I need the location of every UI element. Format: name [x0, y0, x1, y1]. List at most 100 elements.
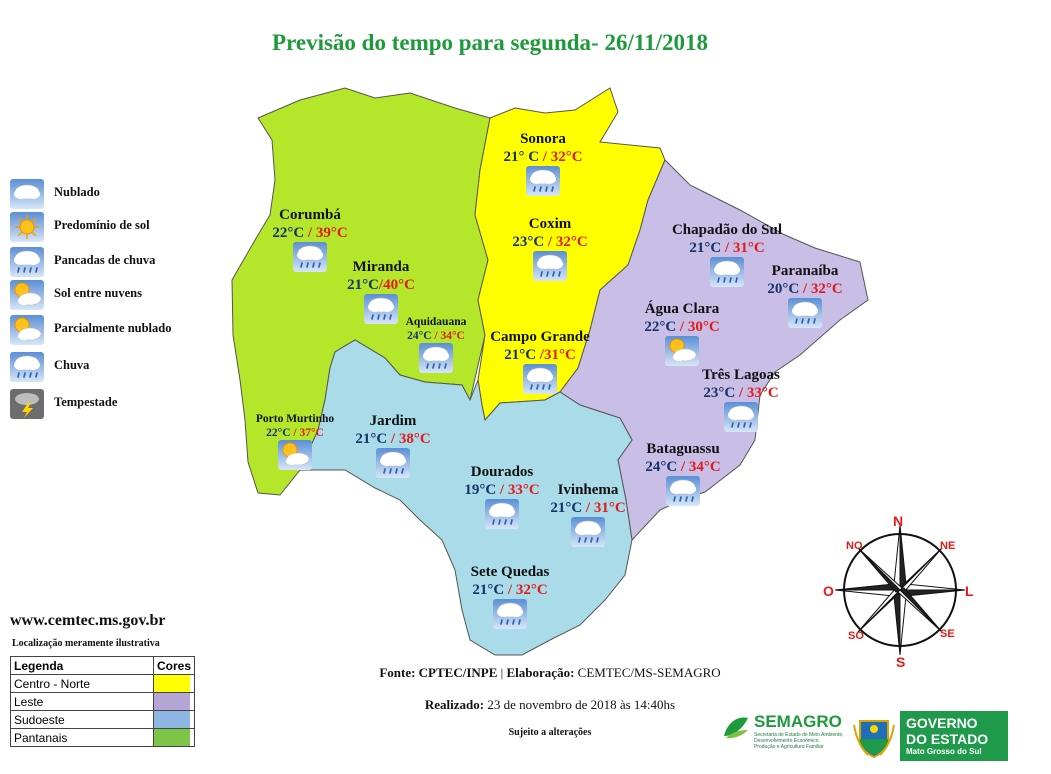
icon-legend-item: Predomínio de sol	[10, 210, 150, 244]
legend-swatch	[153, 711, 190, 728]
city-forecast: Porto Murtinho 22°C / 37°C	[215, 412, 375, 475]
max-temp: / 33°C	[496, 482, 540, 498]
icon-legend-item: Tempestade	[10, 387, 117, 421]
showers-icon	[493, 599, 527, 629]
legend-swatch-cell	[152, 710, 196, 729]
city-name: Chapadão do Sul	[671, 222, 783, 238]
semagro-sub-1: Secretaria de Estado de Meio Ambiente,	[754, 732, 844, 738]
cloudy-icon	[10, 177, 44, 211]
city-name: Porto Murtinho	[255, 413, 335, 425]
city-forecast: Dourados 19°C / 33°C	[422, 463, 582, 534]
compass-no: NO	[846, 540, 863, 552]
max-temp: / 34°C	[431, 330, 465, 342]
city-name: Paranaíba	[771, 263, 839, 279]
city-name: Corumbá	[279, 207, 341, 223]
showers-icon	[788, 298, 822, 328]
source-line: Fonte: CPTEC/INPE | Elaboração: CEMTEC/M…	[300, 665, 800, 681]
max-temp: / 39°C	[304, 225, 348, 241]
city-name: Água Clara	[644, 301, 720, 317]
gov-line-3: Mato Grosso do Sul	[906, 747, 982, 756]
city-name: Jardim	[369, 413, 417, 429]
city-name: Miranda	[352, 259, 410, 275]
city-temperature: 24°C / 34°C	[603, 458, 763, 476]
legend-swatch-cell	[152, 674, 196, 693]
legend-row: Leste	[10, 692, 196, 711]
made-value: 23 de novembro de 2018 às 14:40hs	[484, 697, 676, 712]
gov-line-2: DO ESTADO	[906, 731, 989, 747]
legend-region: Centro - Norte	[10, 674, 154, 693]
semagro-leaf-icon	[724, 717, 748, 739]
gov-line-1: GOVERNO	[906, 715, 978, 731]
showers-icon	[533, 251, 567, 281]
min-temp: 21°C	[689, 240, 722, 256]
city-name: Dourados	[470, 464, 534, 480]
compass-s: S	[896, 654, 906, 670]
city-temperature: 21°C / 31°C	[508, 499, 668, 517]
max-temp: / 30°C	[676, 319, 720, 335]
compass-n: N	[893, 513, 904, 529]
legend-region: Leste	[10, 692, 154, 711]
city-temperature: 21°C / 38°C	[313, 430, 473, 448]
max-temp: / 32°C	[504, 582, 548, 598]
elab-label: Elaboração:	[506, 665, 575, 680]
city-temperature: 23°C / 32°C	[470, 233, 630, 251]
compass-l: L	[965, 583, 974, 599]
city-name: Sete Quedas	[470, 564, 550, 580]
legend-region: Sudoeste	[10, 710, 154, 729]
icon-legend-item: Sol entre nuvens	[10, 278, 142, 312]
city-forecast: Campo Grande 21°C /31°C	[460, 328, 620, 399]
showers-icon	[419, 343, 453, 373]
city-temperature: 21°C / 31°C	[647, 239, 807, 257]
max-temp: / 38°C	[387, 431, 431, 447]
min-temp: 19°C	[464, 482, 497, 498]
min-temp: 21°C	[550, 500, 583, 516]
city-temperature: 23°C / 33°C	[661, 384, 821, 402]
city-temperature: 21°C / 32°C	[430, 581, 590, 599]
sun-between-clouds-icon	[10, 278, 44, 312]
city-name: Aquidauana	[405, 316, 467, 328]
min-temp: 22°C	[644, 319, 677, 335]
state-coat-of-arms-icon	[853, 720, 895, 759]
legend-swatch	[153, 729, 190, 746]
min-temp: 21°C	[472, 582, 505, 598]
compass-o: O	[823, 583, 834, 599]
min-temp: 24°C	[645, 459, 678, 475]
city-name: Campo Grande	[490, 329, 590, 345]
city-name: Coxim	[528, 216, 572, 232]
partly-cloudy-icon	[278, 440, 312, 470]
semagro-logo: SEMAGRO Secretaria de Estado de Meio Amb…	[722, 712, 844, 750]
city-forecast: Sonora 21° C / 32°C	[463, 130, 623, 201]
max-temp: / 34°C	[677, 459, 721, 475]
city-temperature: 24°C / 34°C	[356, 329, 516, 343]
max-temp: / 33°C	[735, 385, 779, 401]
website-link[interactable]: www.cemtec.ms.gov.br	[10, 612, 166, 629]
showers-icon	[10, 245, 44, 279]
max-temp: / 32°C	[544, 234, 588, 250]
city-temperature: 21°C /31°C	[460, 346, 620, 364]
legend-row: Pantanais	[10, 728, 196, 747]
legend-swatch-cell	[152, 692, 196, 711]
icon-legend-item: Nublado	[10, 177, 100, 211]
legend-region: Pantanais	[10, 728, 154, 747]
city-forecast: Sete Quedas 21°C / 32°C	[430, 563, 590, 634]
map-title: Previsão do tempo para segunda- 26/11/20…	[272, 30, 708, 55]
city-name: Três Lagoas	[702, 367, 780, 383]
max-temp: /31°C	[536, 347, 576, 363]
showers-icon	[526, 166, 560, 196]
min-temp: 22°C	[266, 427, 291, 439]
city-name: Bataguassu	[646, 441, 720, 457]
city-name: Ivinhema	[557, 482, 619, 498]
storm-icon	[10, 387, 44, 421]
icon-legend-label: Tempestade	[54, 395, 118, 409]
min-temp: 21°C	[347, 277, 379, 293]
legend-row: Centro - Norte	[10, 674, 196, 693]
city-temperature: 21°C/40°C	[301, 276, 461, 294]
legend-row: Sudoeste	[10, 710, 196, 729]
legend-swatch	[153, 693, 190, 710]
min-temp: 20°C	[767, 281, 800, 297]
color-legend-table: Legenda Cores Centro - Norte Leste Sudoest…	[10, 656, 196, 747]
icon-legend-label: Chuva	[54, 358, 90, 372]
max-temp: / 32°C	[539, 149, 583, 165]
city-forecast: Corumbá 22°C / 39°C	[230, 206, 390, 277]
